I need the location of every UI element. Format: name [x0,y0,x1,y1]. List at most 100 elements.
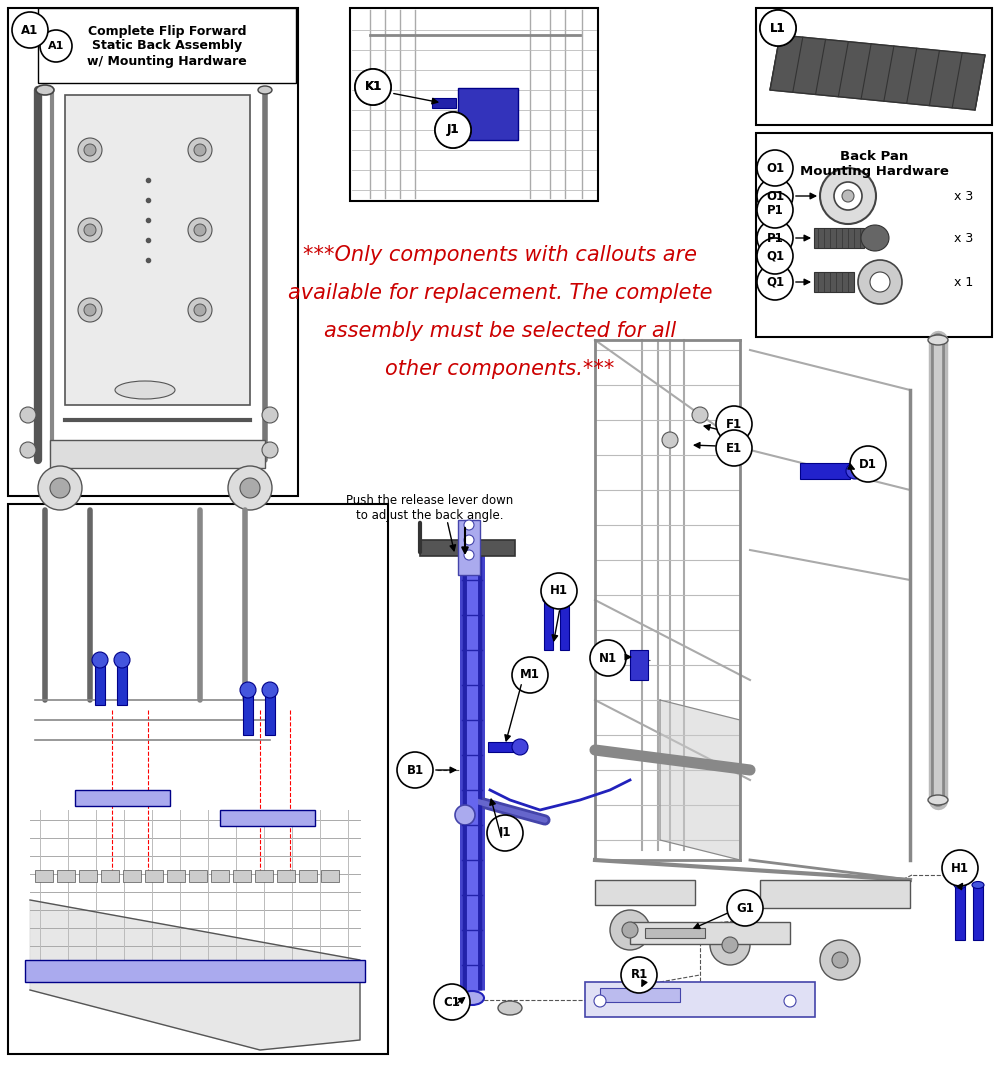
Text: assembly must be selected for all: assembly must be selected for all [324,321,676,341]
Bar [79,870,97,882]
Polygon shape [770,35,985,110]
Circle shape [662,432,678,448]
Ellipse shape [928,795,948,805]
Circle shape [858,260,902,304]
Text: L1: L1 [770,21,786,34]
Polygon shape [30,900,360,1050]
Circle shape [757,192,793,228]
Text: H1: H1 [550,584,568,598]
Circle shape [464,520,474,530]
Bar [560,600,569,650]
Circle shape [487,815,523,851]
Circle shape [832,952,848,968]
Bar [814,228,864,248]
Bar [75,790,170,806]
Bar [95,660,105,705]
Bar [299,870,317,882]
Bar [756,9,992,125]
Circle shape [757,150,793,185]
Circle shape [594,995,606,1007]
Circle shape [610,910,650,950]
Ellipse shape [460,991,484,1005]
Text: N1: N1 [599,651,617,664]
Circle shape [834,182,862,210]
Text: other components.***: other components.*** [385,359,615,379]
Text: J1: J1 [447,124,459,136]
Circle shape [850,446,886,482]
Circle shape [464,535,474,545]
Bar [255,870,273,882]
Ellipse shape [954,882,966,888]
Bar [760,881,910,908]
Circle shape [842,190,854,201]
Text: Q1: Q1 [766,249,784,262]
Bar [233,870,251,882]
Bar [585,982,815,1017]
Ellipse shape [846,463,864,479]
Circle shape [188,298,212,322]
Text: A1: A1 [21,23,39,36]
Bar [350,9,598,201]
Text: x 3: x 3 [954,231,974,244]
Bar [117,660,127,705]
Circle shape [84,144,96,156]
Circle shape [512,739,528,755]
Bar [57,870,75,882]
Circle shape [621,957,657,994]
Circle shape [78,298,102,322]
Circle shape [727,890,763,926]
Bar [8,9,298,496]
Circle shape [942,850,978,886]
Circle shape [757,264,793,300]
Circle shape [188,138,212,162]
Text: O1: O1 [766,162,784,175]
Bar [211,870,229,882]
Ellipse shape [455,805,475,825]
Text: P1: P1 [767,231,783,244]
Bar [8,504,388,1054]
Bar [420,540,515,556]
Text: ***Only components with callouts are: ***Only components with callouts are [303,245,697,265]
Text: K1: K1 [364,81,382,94]
Circle shape [12,12,48,48]
Bar [189,870,207,882]
Bar [145,870,163,882]
Bar [458,520,480,575]
Text: G1: G1 [736,902,754,915]
Circle shape [760,10,796,46]
Ellipse shape [972,882,984,888]
Circle shape [50,478,70,498]
Circle shape [757,178,793,214]
Ellipse shape [498,1001,522,1015]
Bar [955,885,965,940]
Text: I1: I1 [499,826,511,840]
Bar [800,463,850,479]
Circle shape [464,550,474,560]
Ellipse shape [928,335,948,345]
Bar [458,88,518,140]
Text: M1: M1 [520,668,540,681]
Circle shape [38,466,82,510]
Text: L1: L1 [770,21,786,34]
Text: Q1: Q1 [766,275,784,289]
Bar [277,870,295,882]
Circle shape [188,219,212,242]
Circle shape [262,682,278,698]
Text: R1: R1 [630,969,648,982]
Text: x 1: x 1 [954,275,974,289]
Circle shape [722,937,738,953]
Text: J1: J1 [447,124,459,136]
Text: H1: H1 [951,861,969,874]
Bar [243,690,253,734]
Circle shape [228,466,272,510]
Bar [756,133,992,337]
Bar [167,870,185,882]
Bar [544,600,553,650]
Circle shape [92,652,108,668]
Bar [630,650,648,680]
Circle shape [435,112,471,148]
Text: E1: E1 [726,441,742,454]
Bar [973,885,983,940]
Ellipse shape [543,597,553,603]
Bar [630,922,790,944]
